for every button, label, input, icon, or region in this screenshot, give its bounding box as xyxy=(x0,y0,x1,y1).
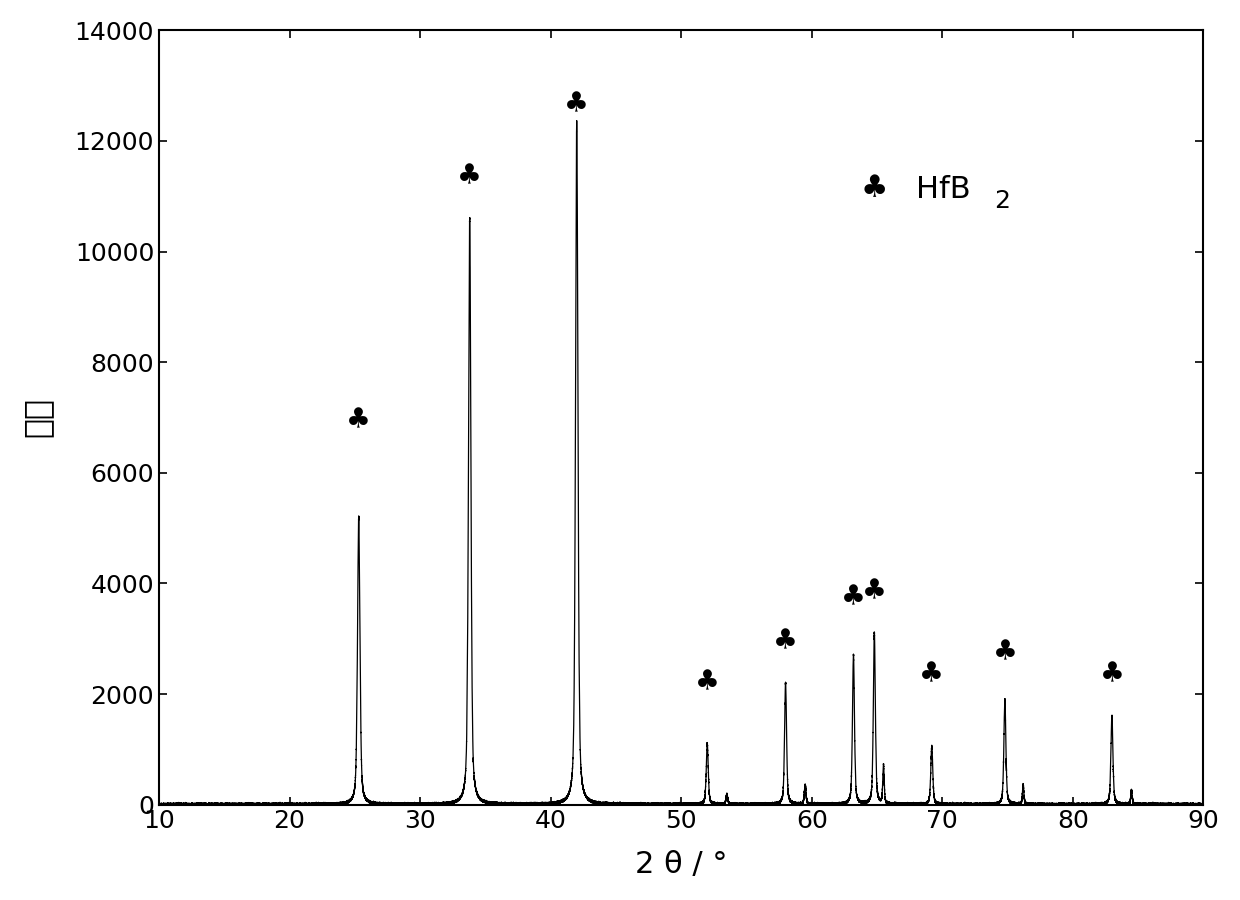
Text: ♣: ♣ xyxy=(564,91,589,119)
Text: ♣: ♣ xyxy=(919,661,944,688)
Y-axis label: 強度: 強度 xyxy=(21,398,53,437)
Text: 2: 2 xyxy=(994,189,1011,212)
Text: ♣: ♣ xyxy=(841,583,866,611)
Text: ♣: ♣ xyxy=(992,638,1017,666)
Text: ♣: ♣ xyxy=(861,175,888,203)
Text: ♣: ♣ xyxy=(774,627,799,655)
Text: ♣: ♣ xyxy=(862,578,887,606)
Text: ♣: ♣ xyxy=(694,669,719,697)
Text: ♣: ♣ xyxy=(458,163,482,191)
Text: ♣: ♣ xyxy=(1100,661,1125,688)
X-axis label: 2 θ / °: 2 θ / ° xyxy=(635,850,728,879)
Text: HfB: HfB xyxy=(916,175,971,203)
Text: ♣: ♣ xyxy=(346,406,371,434)
